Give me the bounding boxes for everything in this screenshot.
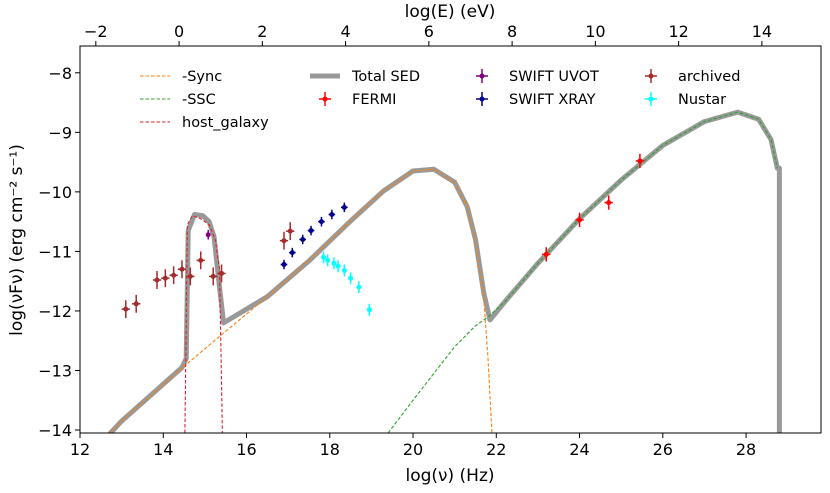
legend-swatch xyxy=(648,96,654,102)
x2-tick-label: 0 xyxy=(174,22,184,41)
legend-label: Nustar xyxy=(678,92,726,108)
legend-label: FERMI xyxy=(352,92,396,108)
x-tick-label: 22 xyxy=(486,440,506,459)
swift-xray-data-point xyxy=(341,202,348,213)
swift-xray-data-point xyxy=(328,209,336,220)
x2-tick-label: 14 xyxy=(752,22,772,41)
plot-frame xyxy=(79,45,822,434)
archived-data-point xyxy=(279,231,289,250)
archived-data-point xyxy=(121,300,130,319)
nustar-data-point xyxy=(341,264,347,277)
x2-tick-label: 10 xyxy=(585,22,605,41)
x-tick-label: 16 xyxy=(236,440,256,459)
swift-xray-data-point xyxy=(299,234,307,245)
legend: -Sync -SSC host_galaxy Total SED FERMI SWIFT … xyxy=(140,69,740,131)
archived-data-point xyxy=(217,264,226,283)
nustar-data-point xyxy=(335,260,341,273)
x2-tick-label: 12 xyxy=(668,22,688,41)
fermi-data-point xyxy=(542,247,551,262)
fermi-data-point xyxy=(604,195,613,210)
host-galaxy-series-line xyxy=(184,215,223,433)
swift-xray-data-point xyxy=(280,259,288,270)
archived-data-point xyxy=(286,222,295,241)
y-tick-label: −12 xyxy=(38,302,72,321)
nustar-data-point xyxy=(348,272,354,285)
archived-data-point xyxy=(186,267,195,286)
y-tick-label: −14 xyxy=(38,421,72,440)
legend-item-swift-uvot: SWIFT UVOT xyxy=(476,69,599,85)
x2-tick-label: 4 xyxy=(341,22,351,41)
legend-item-fermi: FERMI xyxy=(319,92,396,108)
y-axis-label: log(νFν) (erg cm⁻² s⁻¹) xyxy=(7,144,27,336)
swift-xray-data-point xyxy=(318,216,325,227)
fermi-data-point xyxy=(635,153,645,169)
archived-data-point xyxy=(161,269,170,288)
legend-item-swift-xray: SWIFT XRAY xyxy=(476,92,596,108)
nustar-data-point xyxy=(331,257,337,270)
legend-label: SWIFT UVOT xyxy=(509,69,599,85)
legend-item-nustar: Nustar xyxy=(645,92,726,108)
x2-tick-label: 8 xyxy=(507,22,517,41)
y-tick-label: −13 xyxy=(38,361,72,380)
archived-data-point xyxy=(169,266,178,285)
nustar-data-point xyxy=(321,251,327,264)
legend-item-sync: -Sync xyxy=(140,69,222,85)
x-tick-label: 28 xyxy=(736,440,756,459)
y-tick-label: −11 xyxy=(38,242,72,261)
fermi-data-point xyxy=(575,212,584,227)
legend-label: -Sync xyxy=(182,69,222,85)
legend-item-total-sed: Total SED xyxy=(310,69,420,85)
legend-label: host_galaxy xyxy=(182,115,269,131)
x2-tick-label: −2 xyxy=(84,22,108,41)
archived-data-point xyxy=(132,294,141,313)
x2-axis-label: log(E) (eV) xyxy=(405,2,496,22)
y-tick-label: −9 xyxy=(48,123,72,142)
swift-xray-data-point xyxy=(288,247,296,258)
x-tick-label: 14 xyxy=(153,440,173,459)
nustar-data-point xyxy=(366,303,372,316)
legend-item-ssc: -SSC xyxy=(140,92,216,108)
legend-label: Total SED xyxy=(351,69,420,85)
nustar-data-point xyxy=(356,281,362,294)
x-tick-label: 24 xyxy=(569,440,589,459)
swift-uvot-data-point xyxy=(205,229,211,240)
legend-item-host-galaxy: host_galaxy xyxy=(140,115,269,131)
legend-swatch xyxy=(479,96,485,102)
total-sed-series-line xyxy=(107,109,782,433)
swift-xray-data-point xyxy=(307,225,315,236)
nustar-data-point xyxy=(325,254,331,267)
legend-label: SWIFT XRAY xyxy=(509,92,596,108)
x-tick-label: 18 xyxy=(320,440,340,459)
y-tick-label: −10 xyxy=(38,183,72,202)
x2-tick-label: 2 xyxy=(257,22,267,41)
archived-data-point xyxy=(152,271,162,289)
archived-data-point xyxy=(177,260,187,279)
x-tick-label: 26 xyxy=(653,440,673,459)
legend-swatch xyxy=(322,96,328,102)
x-axis-label: log(ν) (Hz) xyxy=(405,466,494,486)
x-tick-label: 20 xyxy=(403,440,423,459)
legend-label: -SSC xyxy=(182,92,216,108)
legend-item-archived: archived xyxy=(645,69,740,85)
legend-swatch xyxy=(479,73,485,79)
y-tick-label: −8 xyxy=(48,64,72,83)
legend-label: archived xyxy=(678,69,740,85)
sync-series-line xyxy=(109,168,493,433)
legend-swatch xyxy=(648,73,654,79)
x-tick-label: 12 xyxy=(70,440,90,459)
archived-data-point xyxy=(209,267,218,286)
archived-data-point xyxy=(196,251,205,270)
x2-tick-label: 6 xyxy=(424,22,434,41)
ssc-series-line xyxy=(387,111,778,433)
